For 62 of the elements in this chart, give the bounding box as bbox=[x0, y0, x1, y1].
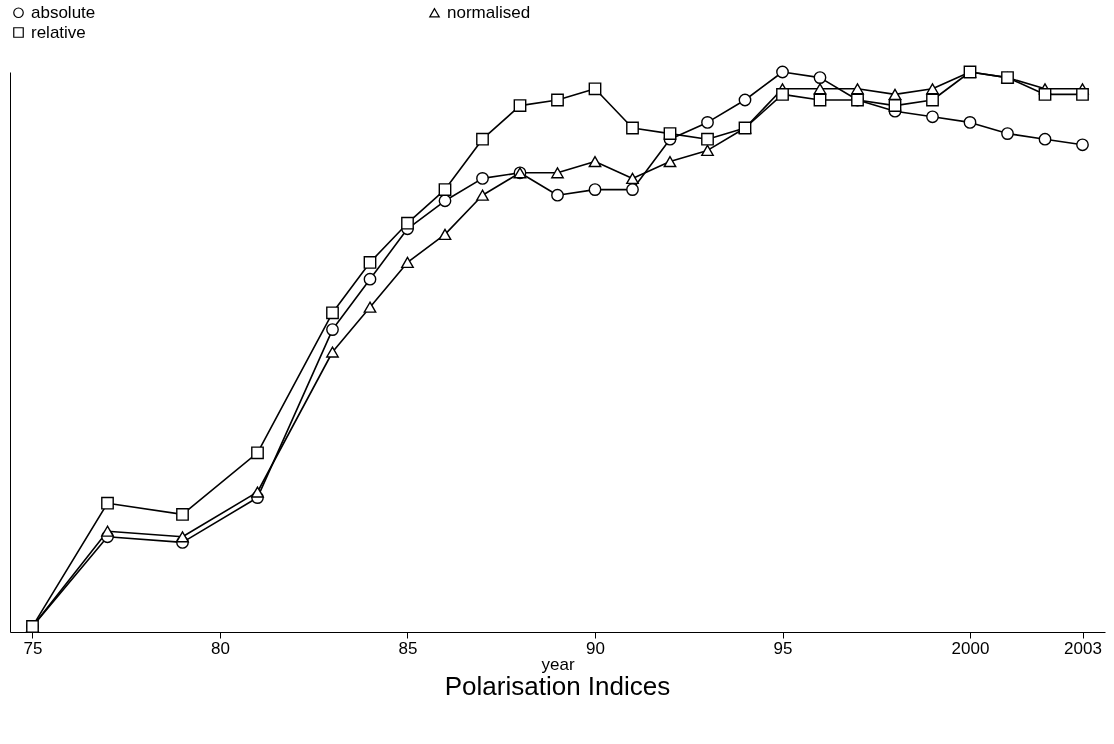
point bbox=[363, 272, 377, 286]
point bbox=[626, 183, 639, 196]
point bbox=[101, 496, 114, 510]
x-tick-label: 2003 bbox=[1064, 638, 1102, 658]
point bbox=[926, 93, 939, 107]
point bbox=[363, 301, 377, 313]
point bbox=[513, 99, 527, 112]
point bbox=[701, 144, 714, 157]
point bbox=[101, 525, 114, 537]
point bbox=[588, 82, 602, 96]
point bbox=[401, 216, 414, 230]
point bbox=[776, 65, 789, 79]
point bbox=[176, 531, 189, 543]
point bbox=[963, 116, 977, 129]
point bbox=[476, 132, 489, 146]
point bbox=[1038, 132, 1052, 146]
point bbox=[551, 167, 564, 179]
point bbox=[701, 132, 714, 146]
point bbox=[326, 323, 339, 336]
point bbox=[626, 172, 639, 185]
point bbox=[588, 155, 602, 168]
legend-label: absolute bbox=[31, 2, 96, 22]
point bbox=[813, 71, 827, 84]
point bbox=[663, 155, 677, 168]
point bbox=[738, 93, 752, 107]
point bbox=[926, 110, 939, 124]
point bbox=[851, 83, 864, 95]
point bbox=[438, 228, 452, 241]
legend-label: normalised bbox=[447, 2, 531, 22]
point bbox=[251, 446, 264, 460]
point bbox=[176, 508, 189, 521]
x-tick-label: 90 bbox=[586, 638, 605, 658]
point bbox=[588, 183, 602, 196]
x-axis-title: year bbox=[541, 654, 575, 674]
point bbox=[476, 189, 489, 201]
legend-label: relative bbox=[31, 22, 86, 42]
point bbox=[438, 183, 452, 196]
point bbox=[401, 256, 414, 269]
point bbox=[1001, 127, 1014, 140]
x-tick-label: 80 bbox=[211, 638, 230, 658]
point bbox=[701, 116, 714, 129]
point bbox=[251, 486, 264, 498]
point bbox=[326, 346, 339, 358]
point bbox=[1038, 88, 1052, 101]
x-tick-label: 95 bbox=[773, 638, 793, 658]
point bbox=[776, 88, 789, 101]
point bbox=[438, 194, 452, 208]
point bbox=[476, 172, 489, 185]
point bbox=[1076, 138, 1089, 152]
point bbox=[888, 99, 902, 112]
point bbox=[626, 121, 639, 135]
point bbox=[813, 83, 827, 95]
point bbox=[663, 127, 677, 140]
point bbox=[551, 93, 564, 107]
x-tick-label: 85 bbox=[398, 638, 418, 658]
x-tick-label: 2000 bbox=[951, 638, 990, 658]
x-tick-label: 75 bbox=[23, 638, 43, 658]
point bbox=[326, 306, 339, 320]
point bbox=[363, 256, 377, 269]
point bbox=[551, 188, 564, 202]
point bbox=[1076, 88, 1089, 101]
point bbox=[926, 83, 939, 95]
